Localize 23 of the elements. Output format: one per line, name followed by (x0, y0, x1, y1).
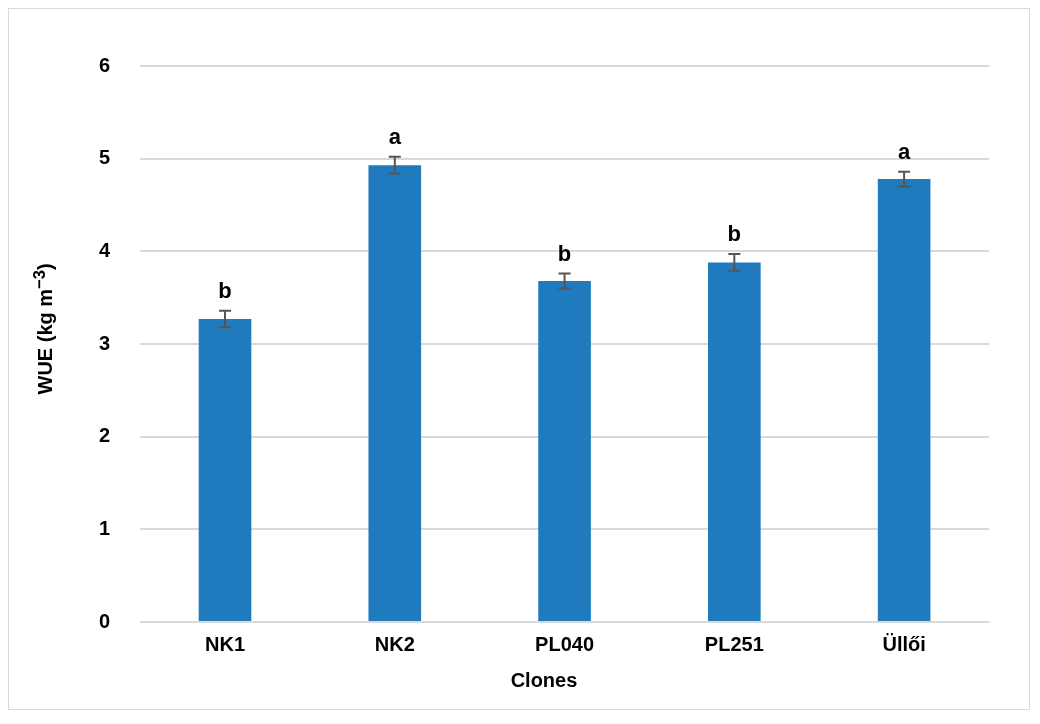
y-tick-label: 3 (99, 331, 111, 354)
y-tick-label: 4 (99, 238, 111, 261)
x-tick-label: NK2 (374, 632, 415, 655)
bar (538, 280, 591, 621)
annotation: a (388, 123, 402, 149)
y-tick-label: 6 (99, 53, 111, 76)
x-tick-label: NK1 (205, 632, 246, 655)
annotation: b (727, 221, 742, 247)
bar (877, 179, 931, 621)
y-tick-label: 2 (99, 424, 111, 447)
annotation: a (897, 138, 911, 164)
bar (368, 165, 422, 621)
bar (198, 318, 252, 621)
y-tick-label: 5 (99, 146, 111, 169)
annotation: b (218, 277, 232, 303)
x-tick-label: Üllői (882, 632, 926, 655)
x-tick-label: PL040 (535, 632, 595, 655)
y-tick-label: 1 (99, 516, 111, 539)
annotation: b (557, 240, 572, 266)
x-axis-title: Clones (509, 669, 579, 692)
x-tick-label: PL251 (704, 632, 764, 655)
y-tick-label: 0 (99, 609, 111, 632)
bar (708, 262, 761, 621)
